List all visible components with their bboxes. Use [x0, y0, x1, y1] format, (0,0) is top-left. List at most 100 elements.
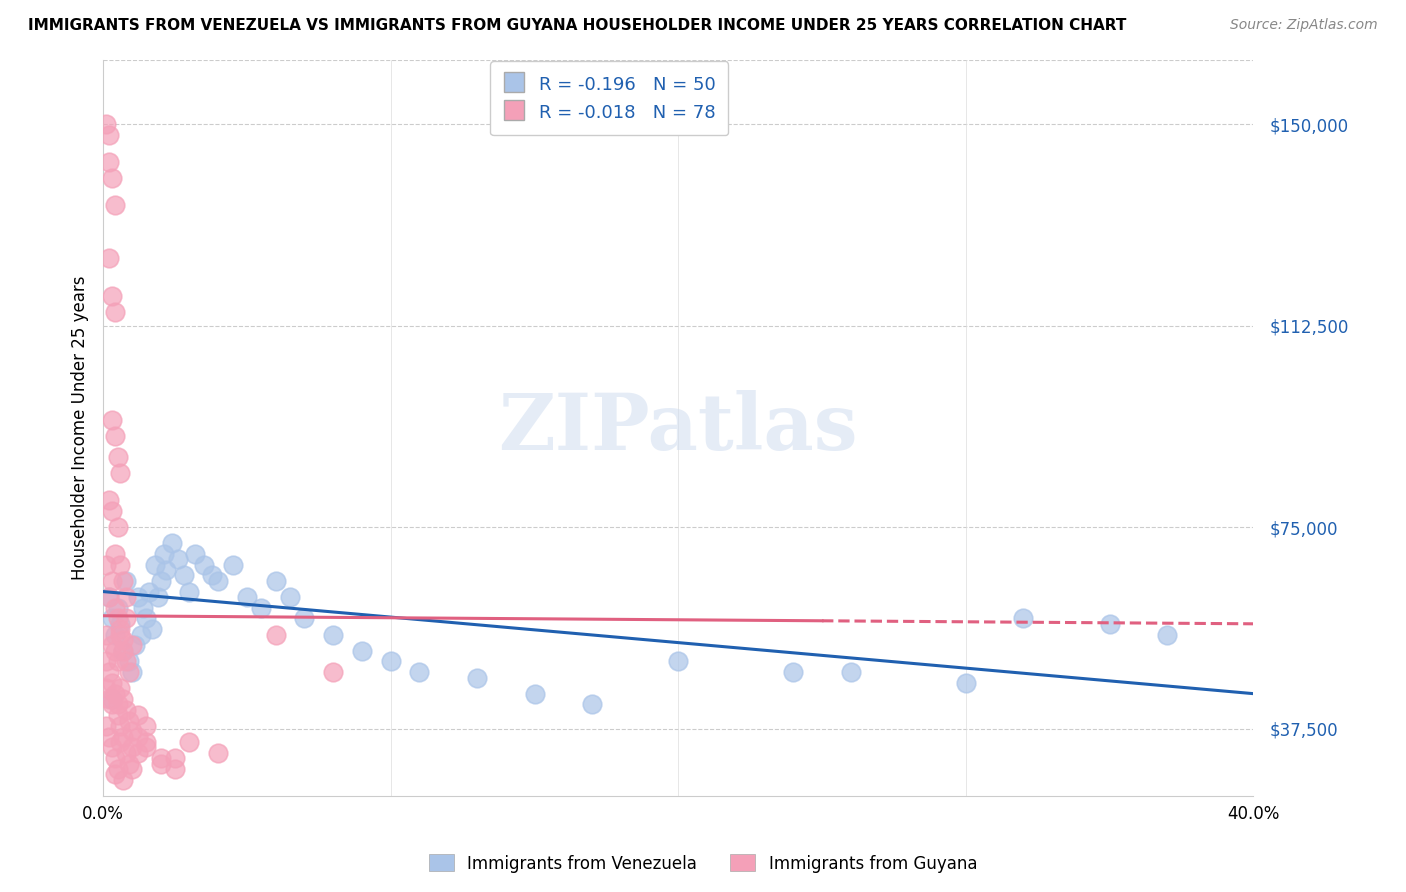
- Point: [94, 117, 117, 131]
- Point: [112, 574, 135, 588]
- Point: [97, 128, 120, 142]
- Point: [104, 547, 127, 561]
- Point: [107, 762, 129, 776]
- Point: [955, 676, 977, 690]
- Point: [115, 590, 138, 604]
- Point: [118, 665, 141, 680]
- Point: [408, 665, 430, 680]
- Point: [264, 627, 287, 641]
- Point: [132, 600, 155, 615]
- Point: [201, 568, 224, 582]
- Point: [135, 740, 157, 755]
- Point: [207, 746, 229, 760]
- Point: [100, 692, 122, 706]
- Point: [104, 197, 127, 211]
- Point: [127, 590, 149, 604]
- Point: [110, 681, 132, 696]
- Point: [104, 627, 127, 641]
- Point: [100, 504, 122, 518]
- Point: [163, 751, 186, 765]
- Point: [94, 655, 117, 669]
- Point: [221, 558, 243, 572]
- Point: [115, 655, 138, 669]
- Point: [127, 730, 149, 744]
- Point: [110, 719, 132, 733]
- Point: [100, 611, 122, 625]
- Point: [465, 671, 488, 685]
- Point: [110, 735, 132, 749]
- Point: [173, 568, 195, 582]
- Point: [380, 655, 402, 669]
- Point: [666, 655, 689, 669]
- Point: [121, 762, 143, 776]
- Point: [100, 638, 122, 652]
- Point: [350, 643, 373, 657]
- Point: [97, 252, 120, 266]
- Point: [115, 611, 138, 625]
- Point: [112, 643, 135, 657]
- Point: [112, 643, 135, 657]
- Point: [1156, 627, 1178, 641]
- Point: [138, 584, 160, 599]
- Text: IMMIGRANTS FROM VENEZUELA VS IMMIGRANTS FROM GUYANA HOUSEHOLDER INCOME UNDER 25 : IMMIGRANTS FROM VENEZUELA VS IMMIGRANTS …: [28, 18, 1126, 33]
- Point: [104, 643, 127, 657]
- Point: [581, 698, 603, 712]
- Y-axis label: Householder Income Under 25 years: Householder Income Under 25 years: [72, 276, 89, 580]
- Point: [135, 719, 157, 733]
- Point: [118, 756, 141, 771]
- Point: [100, 412, 122, 426]
- Point: [107, 520, 129, 534]
- Point: [97, 692, 120, 706]
- Point: [94, 558, 117, 572]
- Point: [264, 574, 287, 588]
- Point: [112, 730, 135, 744]
- Point: [118, 714, 141, 728]
- Point: [97, 730, 120, 744]
- Point: [167, 552, 190, 566]
- Legend: Immigrants from Venezuela, Immigrants from Guyana: Immigrants from Venezuela, Immigrants fr…: [422, 847, 984, 880]
- Point: [97, 590, 120, 604]
- Point: [97, 665, 120, 680]
- Point: [107, 708, 129, 723]
- Point: [179, 584, 201, 599]
- Point: [163, 762, 186, 776]
- Point: [104, 687, 127, 701]
- Point: [104, 751, 127, 765]
- Point: [236, 590, 259, 604]
- Point: [100, 740, 122, 755]
- Point: [100, 698, 122, 712]
- Point: [294, 611, 316, 625]
- Point: [94, 627, 117, 641]
- Point: [184, 547, 207, 561]
- Point: [110, 627, 132, 641]
- Point: [110, 558, 132, 572]
- Point: [112, 632, 135, 647]
- Point: [127, 708, 149, 723]
- Point: [100, 289, 122, 303]
- Point: [104, 428, 127, 442]
- Point: [121, 665, 143, 680]
- Legend: R = -0.196   N = 50, R = -0.018   N = 78: R = -0.196 N = 50, R = -0.018 N = 78: [491, 62, 728, 136]
- Point: [107, 611, 129, 625]
- Text: Source: ZipAtlas.com: Source: ZipAtlas.com: [1230, 18, 1378, 32]
- Point: [110, 616, 132, 631]
- Point: [110, 622, 132, 636]
- Point: [149, 751, 172, 765]
- Point: [152, 547, 174, 561]
- Point: [322, 627, 344, 641]
- Point: [278, 590, 301, 604]
- Point: [118, 655, 141, 669]
- Point: [100, 574, 122, 588]
- Point: [135, 735, 157, 749]
- Point: [143, 558, 166, 572]
- Point: [107, 600, 129, 615]
- Point: [115, 703, 138, 717]
- Point: [121, 638, 143, 652]
- Point: [104, 600, 127, 615]
- Point: [94, 681, 117, 696]
- Point: [839, 665, 862, 680]
- Point: [149, 756, 172, 771]
- Point: [97, 493, 120, 508]
- Point: [1012, 611, 1035, 625]
- Point: [322, 665, 344, 680]
